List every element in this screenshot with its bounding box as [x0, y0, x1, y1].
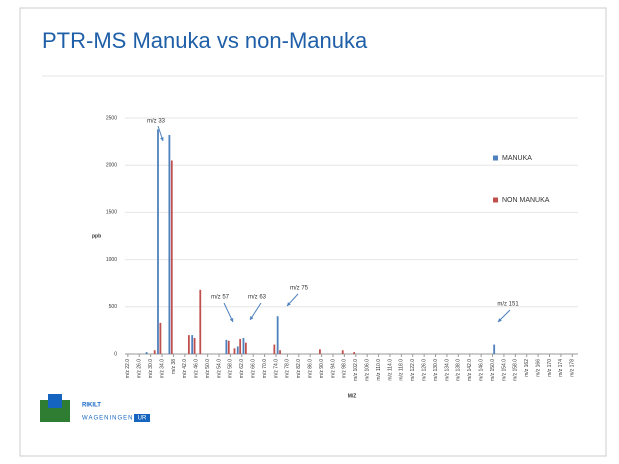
bar: [242, 337, 245, 354]
annotation: m/z 33: [147, 119, 166, 125]
x-tick-label: m/z 86.0: [308, 359, 314, 378]
x-tick-label: m/z 110.0: [376, 359, 382, 381]
x-tick-label: m/z 146.0: [478, 359, 484, 381]
x-tick-label: m/z 42.0: [182, 359, 188, 378]
x-tick-label: m/z 58.0: [228, 359, 234, 378]
x-tick-label: m/z 126.0: [421, 359, 427, 381]
bar: [279, 350, 281, 354]
bar: [159, 322, 162, 354]
logo-org: WAGENINGEN: [82, 416, 133, 422]
bar: [233, 348, 236, 354]
bar: [187, 335, 190, 354]
logo-name: RIKILT: [82, 403, 101, 409]
logo-box-text: UR: [138, 416, 147, 422]
legend-label: NON MANUKA: [502, 197, 550, 204]
x-tick-label: m/z 90.0: [319, 359, 325, 378]
y-tick-label: 1000: [106, 257, 117, 263]
annotation-arrowhead: [229, 318, 234, 322]
x-tick-label: m/z 94.0: [330, 359, 336, 378]
x-tick-label: m/z 130.0: [433, 359, 439, 381]
x-tick-label: m/z 74.0: [273, 359, 279, 378]
x-tick-label: m/z 158.0: [513, 359, 519, 381]
x-tick-label: m/z 50.0: [205, 359, 211, 378]
x-tick-label: m/z 34.0: [159, 359, 165, 378]
x-tick-label: m/z 54.0: [216, 359, 222, 378]
x-tick-label: m/z 26.0: [137, 359, 143, 378]
x-tick-label: m/z 62.0: [239, 359, 245, 378]
annotation: m/z 57: [211, 295, 230, 301]
x-tick-label: m/z 162: [524, 359, 530, 377]
x-tick-label: m/z 178: [570, 359, 576, 377]
y-tick-label: 1500: [106, 210, 117, 216]
bar: [319, 349, 321, 354]
slide-frame: [19, 7, 607, 457]
y-tick-label: 2500: [106, 115, 117, 121]
bar: [341, 350, 344, 354]
logo-mark: [40, 400, 70, 422]
y-tick-label: 500: [109, 304, 118, 310]
x-tick-label: m/z 98.0: [342, 359, 348, 378]
x-tick-label: m/z 118.0: [399, 359, 405, 381]
y-axis-label: ppb: [92, 233, 101, 239]
x-tick-label: m/z 174: [558, 359, 564, 377]
x-tick-label: m/z 142.0: [467, 359, 473, 381]
bar: [353, 352, 356, 354]
logo-box: [134, 414, 150, 422]
bar: [273, 344, 276, 354]
x-tick-label: m/z 150.0: [490, 359, 496, 381]
bar: [191, 335, 194, 354]
bar: [227, 340, 230, 354]
bar: [239, 338, 242, 354]
bar: [276, 316, 279, 354]
x-tick-label: m/z 82.0: [296, 359, 302, 378]
x-tick-label: m/z 66.0: [251, 359, 257, 378]
legend-label: MANUKA: [502, 155, 532, 162]
y-tick-label: 0: [114, 351, 117, 357]
bar: [244, 342, 247, 354]
logo-mark: [48, 394, 62, 408]
annotation-arrowhead: [160, 137, 164, 141]
x-tick-label: m/z 38: [171, 359, 177, 374]
x-tick-label: m/z 22.0: [125, 359, 131, 378]
bar: [225, 339, 228, 354]
legend-swatch: [493, 197, 498, 203]
bar: [199, 289, 202, 354]
x-tick-label: m/z 114.0: [387, 359, 393, 381]
x-tick-label: m/z 30.0: [148, 359, 154, 378]
annotation: m/z 63: [248, 295, 267, 301]
x-tick-label: m/z 170: [547, 359, 553, 377]
x-tick-label: m/z 138.0: [456, 359, 462, 381]
bar: [236, 346, 239, 354]
y-tick-label: 2000: [106, 163, 117, 169]
slide-title: PTR-MS Manuka vs non-Manuka: [42, 28, 368, 53]
x-tick-label: m/z 166: [535, 359, 541, 377]
x-tick-label: m/z 46.0: [194, 359, 200, 378]
annotation-arrowhead: [498, 318, 502, 322]
bar: [153, 350, 156, 354]
bar: [170, 160, 173, 354]
x-axis-label: M/Z: [348, 393, 357, 399]
x-tick-label: m/z 122.0: [410, 359, 416, 381]
x-tick-label: m/z 154.0: [501, 359, 507, 381]
bar: [157, 129, 159, 354]
x-tick-label: m/z 78.0: [285, 359, 291, 378]
x-tick-label: m/z 102.0: [353, 359, 359, 381]
bar: [193, 337, 196, 354]
legend-swatch: [493, 155, 498, 161]
x-tick-label: m/z 106.0: [364, 359, 370, 381]
bar: [168, 134, 171, 354]
annotation-arrowhead: [287, 302, 291, 306]
bar: [145, 352, 148, 354]
x-tick-label: m/z 70.0: [262, 359, 268, 378]
x-tick-label: m/z 134.0: [444, 359, 450, 381]
annotation: m/z 151: [497, 302, 519, 308]
bar: [493, 344, 496, 354]
annotation-arrowhead: [250, 316, 254, 320]
annotation: m/z 75: [290, 286, 309, 292]
